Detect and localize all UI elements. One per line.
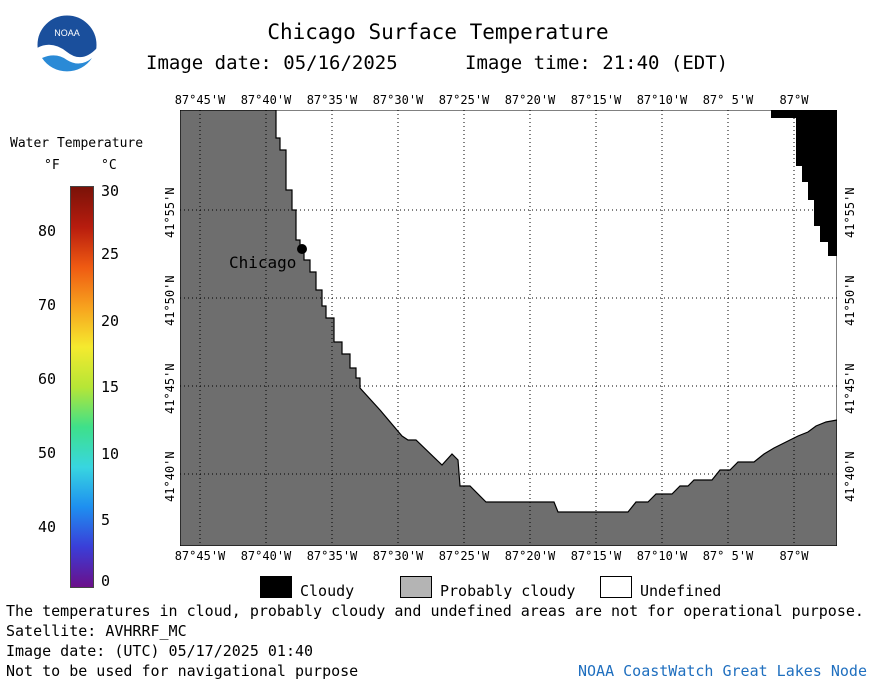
colorbar-c-tick: 5 — [101, 511, 111, 529]
city-label-chicago: Chicago — [229, 253, 297, 272]
colorbar-c-tick: 30 — [101, 182, 120, 200]
longitude-label: 87°25'W — [438, 549, 490, 563]
latitude-label: 41°55'N — [163, 187, 177, 238]
longitude-label: 87°10'W — [636, 93, 688, 107]
latitude-label: 41°45'N — [843, 363, 857, 414]
colorbar-f-tick: 80 — [38, 222, 57, 240]
navigation-warning: Not to be used for navigational purpose — [6, 662, 359, 680]
colorbar-title: Water Temperature — [10, 136, 144, 151]
utc-date-text: Image date: (UTC) 05/17/2025 01:40 — [6, 642, 314, 660]
latitude-label: 41°40'N — [843, 451, 857, 502]
colorbar-f-tick: 50 — [38, 444, 57, 462]
colorbar-f-tick: 70 — [38, 296, 57, 314]
colorbar-c-tick: 10 — [101, 445, 120, 463]
legend-cloudy: Cloudy — [300, 582, 355, 600]
disclaimer-text: The temperatures in cloud, probably clou… — [6, 602, 864, 620]
longitude-label: 87°10'W — [636, 549, 688, 563]
colorbar — [70, 186, 94, 588]
colorbar-f-tick: 60 — [38, 370, 57, 388]
page-title: Chicago Surface Temperature — [267, 20, 609, 44]
unit-celsius: °C — [101, 158, 117, 173]
longitude-label: 87° 5'W — [702, 93, 754, 107]
latitude-label: 41°50'N — [163, 275, 177, 326]
legend-undefined: Undefined — [640, 582, 722, 600]
credit-link[interactable]: NOAA CoastWatch Great Lakes Node — [578, 662, 867, 680]
cloud-area — [771, 110, 837, 256]
longitude-label: 87°30'W — [372, 93, 424, 107]
colorbar-c-tick: 25 — [101, 245, 120, 263]
longitude-label: 87°35'W — [306, 549, 358, 563]
unit-fahrenheit: °F — [44, 158, 60, 173]
longitude-label: 87°15'W — [570, 549, 622, 563]
temperature-map — [180, 110, 837, 546]
longitude-label: 87°30'W — [372, 549, 424, 563]
latitude-label: 41°55'N — [843, 187, 857, 238]
legend-probably-cloudy: Probably cloudy — [440, 582, 576, 600]
lat-lon-grid — [180, 110, 837, 546]
latitude-label: 41°45'N — [163, 363, 177, 414]
longitude-label: 87°45'W — [174, 549, 226, 563]
image-time: Image time: 21:40 (EDT) — [465, 52, 729, 74]
cloudy-swatch — [260, 576, 292, 598]
longitude-label: 87° 5'W — [702, 549, 754, 563]
longitude-label: 87°40'W — [240, 93, 292, 107]
probably-cloudy-swatch — [400, 576, 432, 598]
latitude-label: 41°50'N — [843, 275, 857, 326]
longitude-label: 87°W — [779, 93, 809, 107]
land-area — [180, 110, 837, 546]
chicago-marker — [297, 244, 307, 254]
longitude-label: 87°45'W — [174, 93, 226, 107]
noaa-logo-text: NOAA — [54, 28, 80, 38]
longitude-label: 87°20'W — [504, 549, 556, 563]
noaa-logo: NOAA — [36, 14, 98, 76]
colorbar-f-tick: 40 — [38, 518, 57, 536]
undefined-swatch — [600, 576, 632, 598]
longitude-label: 87°40'W — [240, 549, 292, 563]
longitude-label: 87°W — [779, 549, 809, 563]
image-date: Image date: 05/16/2025 — [146, 52, 398, 74]
satellite-text: Satellite: AVHRRF_MC — [6, 622, 187, 640]
longitude-label: 87°25'W — [438, 93, 490, 107]
colorbar-c-tick: 0 — [101, 572, 111, 590]
longitude-label: 87°15'W — [570, 93, 622, 107]
longitude-label: 87°35'W — [306, 93, 358, 107]
colorbar-c-tick: 15 — [101, 378, 120, 396]
latitude-label: 41°40'N — [163, 451, 177, 502]
colorbar-c-tick: 20 — [101, 312, 120, 330]
longitude-label: 87°20'W — [504, 93, 556, 107]
